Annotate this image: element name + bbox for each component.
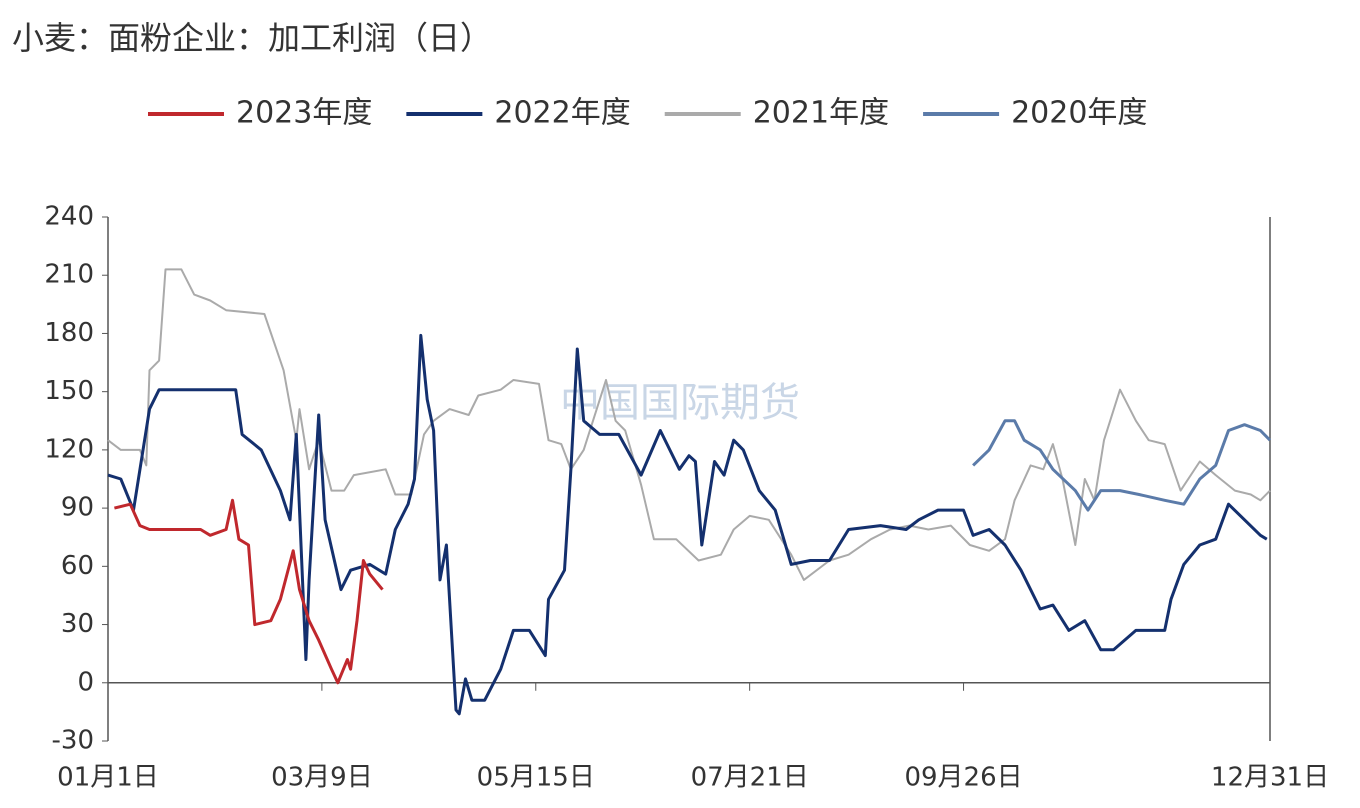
- chart-title: 小麦：面粉企业：加工利润（日）: [12, 19, 492, 57]
- y-tick-label: 210: [44, 260, 94, 290]
- y-tick-label: 240: [44, 202, 94, 232]
- y-tick-label: -30: [52, 726, 94, 756]
- y-tick-label: 150: [44, 376, 94, 406]
- legend-label: 2020年度: [1011, 96, 1147, 131]
- watermark: 中国国际期货: [560, 380, 800, 426]
- legend-label: 2021年度: [753, 96, 889, 131]
- x-tick-label: 07月21日: [691, 763, 809, 793]
- y-tick-label: 90: [61, 493, 94, 523]
- y-tick-label: 30: [61, 609, 94, 639]
- x-tick-label: 09月26日: [904, 763, 1022, 793]
- legend-label: 2022年度: [494, 96, 630, 131]
- y-tick-label: 120: [44, 434, 94, 464]
- x-tick-label: 05月15日: [477, 763, 595, 793]
- series-line: [107, 268, 1271, 581]
- series-line: [114, 498, 384, 685]
- legend-label: 2023年度: [236, 96, 372, 131]
- y-tick-label: 60: [61, 551, 94, 581]
- y-tick-label: 0: [77, 667, 94, 697]
- x-tick-label: 12月31日: [1211, 763, 1329, 793]
- x-tick-label: 01月1日: [57, 763, 159, 793]
- x-tick-label: 03月9日: [271, 763, 373, 793]
- y-tick-label: 180: [44, 318, 94, 348]
- series-line: [107, 333, 1268, 716]
- series-line: [972, 419, 1272, 512]
